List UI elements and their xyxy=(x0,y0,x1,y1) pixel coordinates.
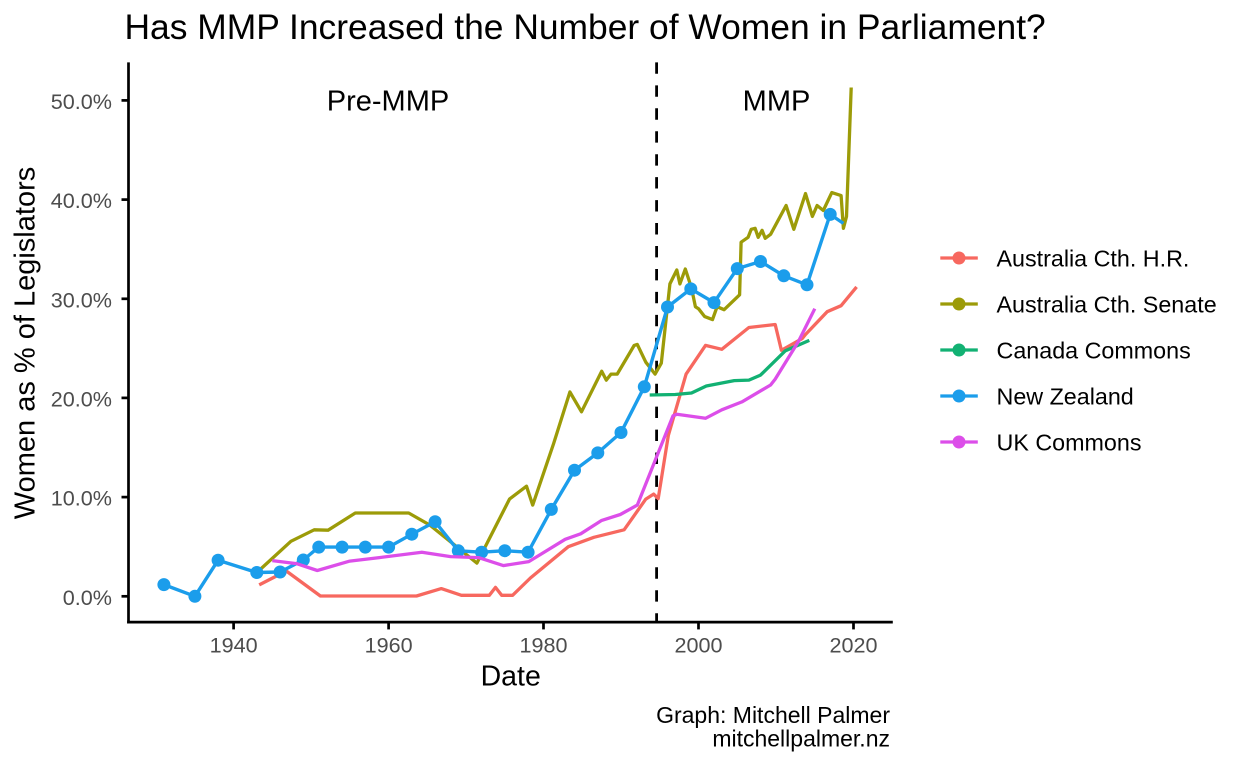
svg-text:2020: 2020 xyxy=(829,632,877,657)
svg-text:UK Commons: UK Commons xyxy=(997,429,1142,455)
svg-text:Australia Cth. Senate: Australia Cth. Senate xyxy=(997,291,1217,317)
svg-text:0.0%: 0.0% xyxy=(63,585,112,610)
svg-text:10.0%: 10.0% xyxy=(51,486,112,511)
svg-text:Australia Cth. H.R.: Australia Cth. H.R. xyxy=(997,245,1190,271)
svg-text:20.0%: 20.0% xyxy=(51,387,112,412)
svg-text:50.0%: 50.0% xyxy=(51,89,112,114)
svg-text:mitchellpalmer.nz: mitchellpalmer.nz xyxy=(712,725,890,751)
svg-text:Canada Commons: Canada Commons xyxy=(997,337,1191,363)
svg-text:Women as % of Legislators: Women as % of Legislators xyxy=(10,167,42,519)
svg-text:Date: Date xyxy=(481,660,541,692)
svg-text:1980: 1980 xyxy=(519,632,567,657)
svg-text:Has MMP Increased the Number o: Has MMP Increased the Number of Women in… xyxy=(125,7,1046,47)
svg-text:New Zealand: New Zealand xyxy=(997,383,1134,409)
svg-text:30.0%: 30.0% xyxy=(51,287,112,312)
svg-text:1940: 1940 xyxy=(210,632,258,657)
svg-text:1960: 1960 xyxy=(365,632,413,657)
svg-text:MMP: MMP xyxy=(743,86,811,118)
svg-text:40.0%: 40.0% xyxy=(51,188,112,213)
svg-text:Pre-MMP: Pre-MMP xyxy=(327,86,449,118)
svg-text:2000: 2000 xyxy=(674,632,722,657)
svg-text:Graph: Mitchell Palmer: Graph: Mitchell Palmer xyxy=(656,702,890,728)
